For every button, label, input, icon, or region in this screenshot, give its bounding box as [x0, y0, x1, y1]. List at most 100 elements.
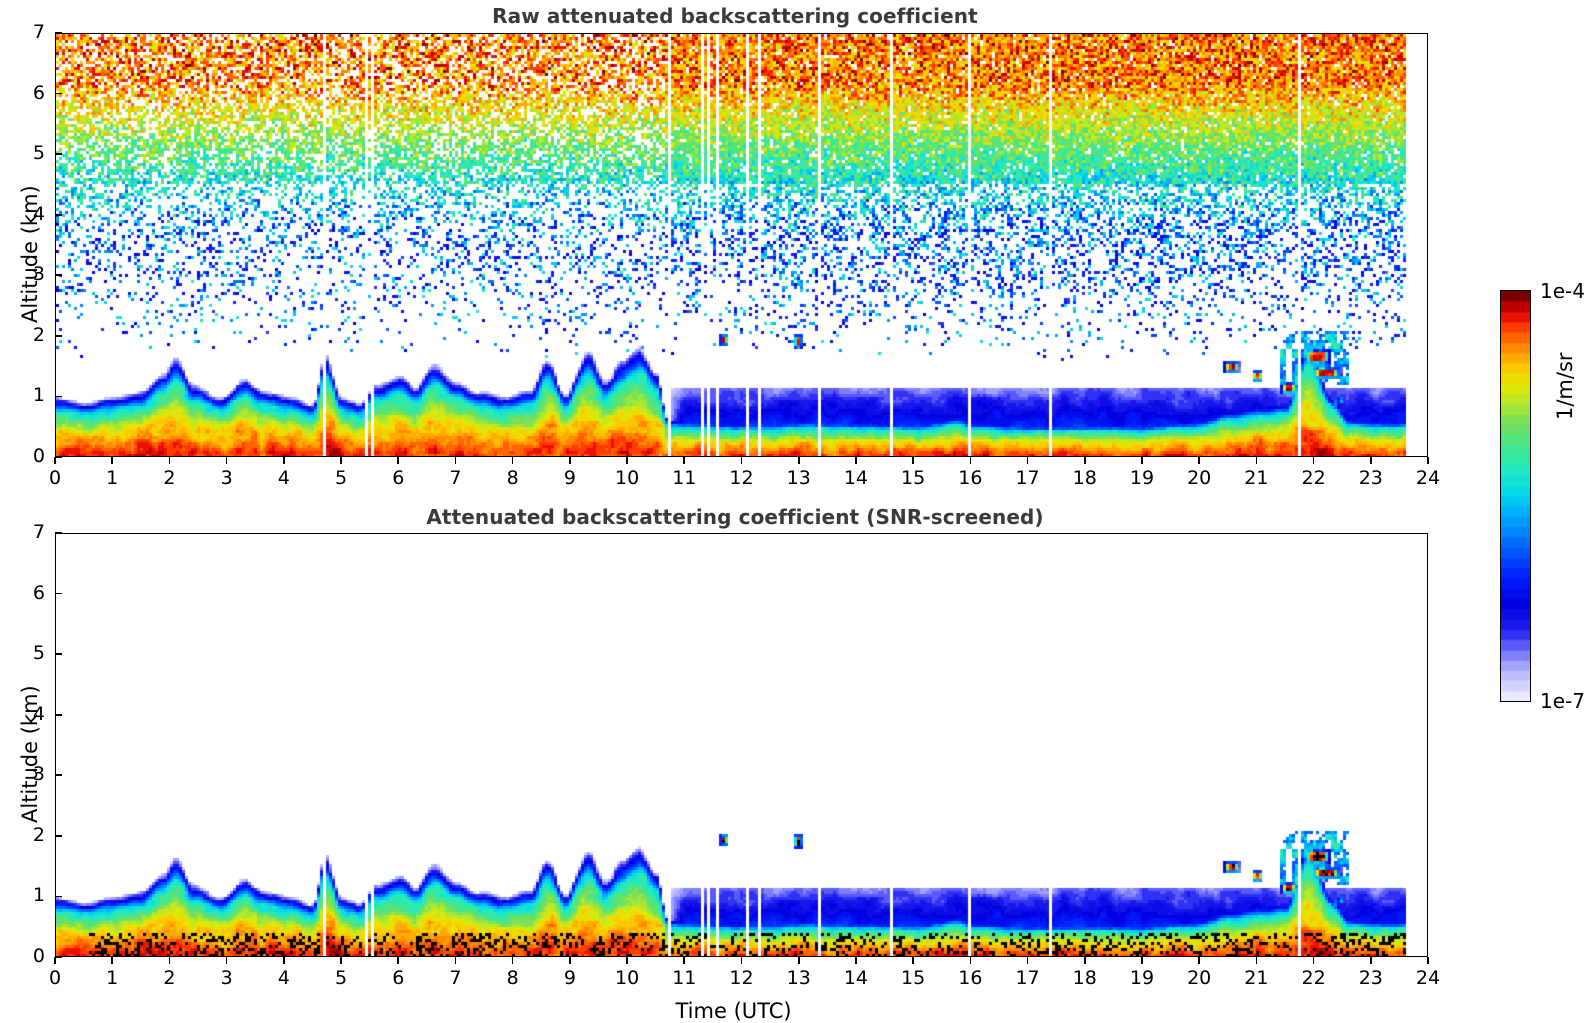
y-tick-label: 3 [32, 763, 45, 786]
y-axis-label-screened: Altitude (km) [18, 685, 42, 823]
colorbar-unit-label: 1/m/sr [1553, 352, 1577, 420]
x-tick [740, 957, 743, 964]
x-tick-label: 14 [843, 967, 868, 989]
x-tick [855, 457, 857, 464]
panel-title-raw: Raw attenuated backscattering coefficien… [492, 4, 978, 28]
x-tick-label: 21 [1244, 967, 1269, 989]
x-tick-label: 6 [392, 467, 405, 489]
x-tick [168, 457, 171, 464]
x-axis-label: Time (UTC) [675, 999, 792, 1023]
y-tick [55, 592, 62, 595]
y-tick-label: 0 [32, 945, 45, 967]
y-tick-label: 5 [32, 142, 45, 165]
x-tick-label: 8 [506, 467, 519, 489]
y-tick-label: 6 [32, 81, 45, 104]
y-tick-label: 4 [32, 202, 45, 225]
x-tick-label: 5 [334, 967, 348, 989]
y-tick-label: 0 [32, 445, 45, 467]
y-tick [55, 713, 62, 716]
x-tick [397, 957, 400, 964]
y-tick [55, 92, 62, 95]
y-tick [55, 274, 62, 277]
x-tick [969, 457, 972, 464]
y-tick [55, 153, 62, 155]
x-tick-label: 9 [563, 967, 576, 989]
x-tick [1083, 457, 1086, 464]
x-tick-label: 23 [1358, 467, 1383, 489]
plot-area-raw[interactable] [55, 33, 1428, 457]
y-tick-label: 5 [32, 642, 45, 665]
y-tick-label: 6 [32, 581, 45, 604]
y-tick-label: 3 [32, 263, 45, 286]
x-tick [626, 957, 628, 964]
x-tick-label: 22 [1301, 967, 1326, 989]
x-tick-label: 22 [1301, 467, 1326, 489]
x-tick [1141, 957, 1143, 964]
y-axis-label-raw: Altitude (km) [18, 185, 42, 323]
x-tick-label: 1 [106, 467, 119, 489]
x-tick [1198, 957, 1200, 964]
x-tick-label: 16 [958, 967, 983, 989]
y-tick [55, 335, 62, 337]
x-tick [340, 457, 342, 464]
x-tick-label: 19 [1129, 967, 1155, 989]
y-tick-label: 4 [32, 702, 45, 725]
x-tick [1312, 457, 1315, 464]
x-tick-label: 23 [1358, 967, 1383, 989]
x-tick-label: 7 [449, 967, 462, 989]
y-tick [55, 956, 62, 958]
x-tick-label: 18 [1072, 467, 1097, 489]
y-tick [55, 456, 62, 458]
x-tick [1255, 957, 1258, 964]
x-tick [1427, 457, 1429, 464]
x-tick [1369, 957, 1372, 964]
x-tick [225, 457, 228, 464]
x-tick-label: 20 [1187, 467, 1212, 489]
plot-area-screened[interactable] [55, 533, 1428, 957]
y-tick-label: 1 [32, 884, 45, 907]
x-tick [1255, 457, 1258, 464]
x-tick-label: 10 [614, 467, 640, 489]
x-tick-label: 13 [786, 967, 811, 989]
x-tick [397, 457, 400, 464]
x-tick [340, 957, 342, 964]
x-tick-label: 5 [334, 467, 348, 489]
x-tick-label: 15 [901, 967, 926, 989]
x-tick-label: 21 [1244, 467, 1269, 489]
x-tick-label: 19 [1129, 467, 1155, 489]
x-tick [569, 957, 571, 964]
x-tick-label: 11 [672, 967, 697, 989]
x-tick [1026, 457, 1029, 464]
heatmap-screened [56, 534, 1427, 956]
colorbar-max-label: 1e-4 [1540, 279, 1585, 303]
x-tick-label: 20 [1187, 967, 1212, 989]
x-tick [225, 957, 228, 964]
x-tick [1198, 457, 1200, 464]
x-tick [511, 457, 514, 464]
x-tick-label: 16 [958, 467, 983, 489]
x-tick [111, 457, 113, 464]
colorbar[interactable] [1500, 290, 1531, 702]
x-tick-label: 24 [1415, 967, 1441, 989]
x-tick-label: 8 [506, 967, 519, 989]
x-tick [511, 957, 514, 964]
y-tick-label: 7 [32, 21, 45, 43]
x-tick-label: 3 [220, 967, 233, 989]
x-tick [912, 457, 914, 464]
x-tick-label: 6 [392, 967, 405, 989]
x-tick-label: 9 [563, 467, 576, 489]
y-tick-label: 2 [32, 323, 45, 346]
y-tick-label: 2 [32, 823, 45, 846]
y-tick [55, 895, 62, 898]
x-tick [1141, 457, 1143, 464]
x-tick-label: 2 [163, 967, 176, 989]
x-tick [1083, 957, 1086, 964]
y-tick [55, 213, 62, 216]
x-tick [797, 457, 800, 464]
x-tick-label: 7 [449, 467, 462, 489]
x-tick-label: 1 [106, 967, 119, 989]
x-tick [283, 957, 285, 964]
y-tick [55, 774, 62, 777]
x-tick-label: 10 [614, 967, 640, 989]
panel-title-screened: Attenuated backscattering coefficient (S… [426, 505, 1044, 529]
